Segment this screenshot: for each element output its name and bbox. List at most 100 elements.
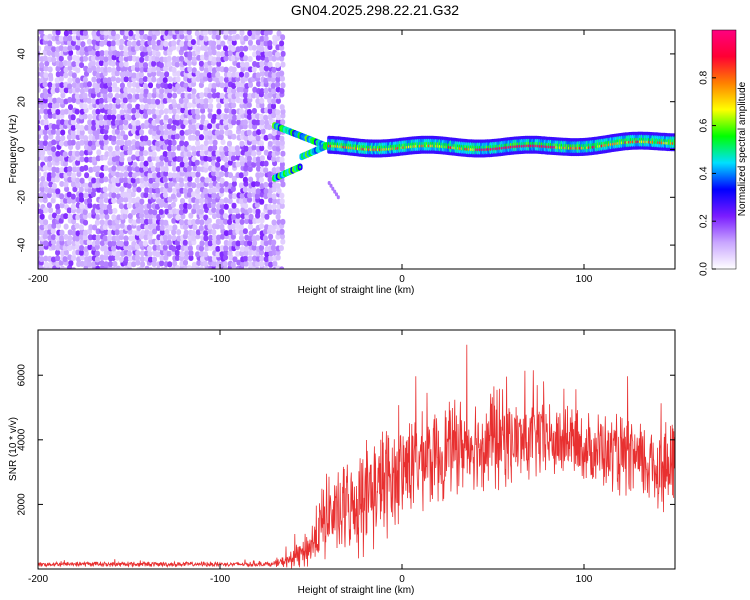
spectrogram-cell (139, 104, 145, 111)
spectrogram-cell (267, 61, 273, 68)
spectrogram-cell (43, 72, 49, 79)
spectrogram-cell (171, 55, 177, 62)
spectrogram-cell (227, 50, 233, 56)
spectrogram-cell (51, 146, 57, 153)
x-tick-label: 0 (399, 574, 405, 585)
spectrogram-cell (155, 51, 161, 58)
spectrogram-cell (98, 102, 104, 109)
spectrogram-cell (66, 60, 72, 67)
spectrogram-cell (167, 172, 173, 179)
spectrogram-cell (280, 150, 286, 157)
spectrogram-cell (242, 228, 248, 235)
spectrogram-cell (195, 97, 201, 104)
spectrogram-cell (107, 114, 112, 121)
spectrogram-cell (163, 219, 169, 226)
spectrogram-cell (134, 66, 140, 73)
spectrogram-cell (158, 62, 164, 69)
spectrogram-cell (139, 33, 145, 40)
spectrogram-cell (131, 154, 137, 161)
spectrogram-cell (239, 218, 245, 225)
spectrogram-cell (143, 112, 148, 119)
spectrogram-cell (107, 108, 113, 115)
spectrogram-cell (259, 198, 265, 205)
spectrogram-cell (208, 138, 214, 145)
spectrogram-cell (238, 172, 244, 179)
spectrogram-cell (147, 92, 153, 99)
spectrogram-cell (102, 186, 108, 193)
spectrogram-cell (174, 61, 180, 68)
spectrogram-cell (252, 255, 258, 262)
spectrogram-cell (235, 161, 241, 168)
spectrogram-cell (195, 70, 201, 77)
spectrogram-cell (200, 256, 205, 262)
spectrogram-cell (144, 218, 149, 225)
spectrogram-cell (148, 82, 153, 89)
spectrogram-cell (183, 97, 189, 104)
spectrogram-cell (62, 46, 68, 53)
spectrogram-cell (176, 235, 182, 242)
spectrogram-cell (239, 71, 244, 78)
spectrogram-cell (279, 70, 285, 77)
spectrogram-cell (55, 65, 61, 72)
spectrogram-cell (254, 202, 260, 208)
spectrogram-cell (231, 119, 237, 126)
spectrogram-cell (240, 61, 245, 68)
spectrogram-cell (39, 62, 45, 68)
spectrogram-cell (164, 229, 170, 235)
spectrogram-cell (59, 202, 65, 209)
spectrogram-cell (215, 150, 221, 157)
spectrogram-cell (79, 150, 85, 157)
spectrogram-cell (50, 197, 56, 204)
spectrogram-cell (103, 56, 109, 63)
spectrogram-cell (70, 124, 76, 131)
spectrogram-cell (126, 224, 132, 231)
spectrogram-cell (130, 46, 136, 53)
spectrogram-cell (227, 219, 233, 225)
spectrogram-cell (243, 203, 249, 209)
spectrogram-cell (63, 35, 68, 42)
spectrogram-cell (203, 124, 209, 131)
spectrogram-cell (115, 51, 121, 57)
spectrogram-cell (135, 207, 140, 214)
spectrogram-cell (47, 155, 53, 162)
spectrogram-cell (207, 223, 213, 230)
spectrogram-cell (223, 30, 229, 36)
spectrogram-cell (115, 155, 121, 162)
spectrogram-cell (159, 88, 165, 95)
spectrogram-cell (75, 67, 81, 74)
y-tick-label: -20 (17, 190, 28, 205)
spectrogram-cell (224, 102, 230, 109)
spectrogram-cell (68, 104, 73, 111)
spectrogram-cell (267, 192, 273, 199)
spectrogram-cell (223, 145, 229, 152)
spectrogram-cell (215, 56, 221, 63)
spectrogram-cell (103, 197, 109, 204)
spectrogram-cell (123, 91, 129, 98)
spectrogram-cell (82, 30, 88, 36)
spectrogram-cell (63, 30, 69, 37)
spectrogram-cell (43, 181, 48, 188)
spectrogram-cell (42, 81, 48, 88)
spectrogram-cell (146, 98, 152, 105)
spectrogram-cell (135, 129, 141, 136)
spectrogram-cell (82, 234, 88, 241)
spectrogram-cell (43, 134, 49, 141)
spectrogram-cell (171, 67, 177, 73)
spectrogram-cell (247, 249, 253, 256)
spectrogram-cell (271, 98, 277, 105)
spectrogram-cell (139, 198, 145, 205)
spectrogram-cell (171, 40, 177, 47)
spectrogram-cell (87, 140, 93, 147)
spectrogram-cell (95, 122, 101, 129)
spectrogram-cell (63, 181, 69, 188)
spectrogram-cell (43, 34, 49, 41)
spectrogram-cell (99, 213, 105, 220)
spectrogram-cell (75, 182, 81, 189)
spectrogram-cell (252, 240, 258, 246)
spectrogram-cell (123, 256, 129, 263)
spectrogram-cell (255, 119, 261, 126)
spectrogram-cell (187, 144, 192, 151)
spectrogram-cell (183, 259, 188, 266)
spectrogram-cell (200, 176, 206, 183)
spectrogram-cell (206, 217, 212, 224)
